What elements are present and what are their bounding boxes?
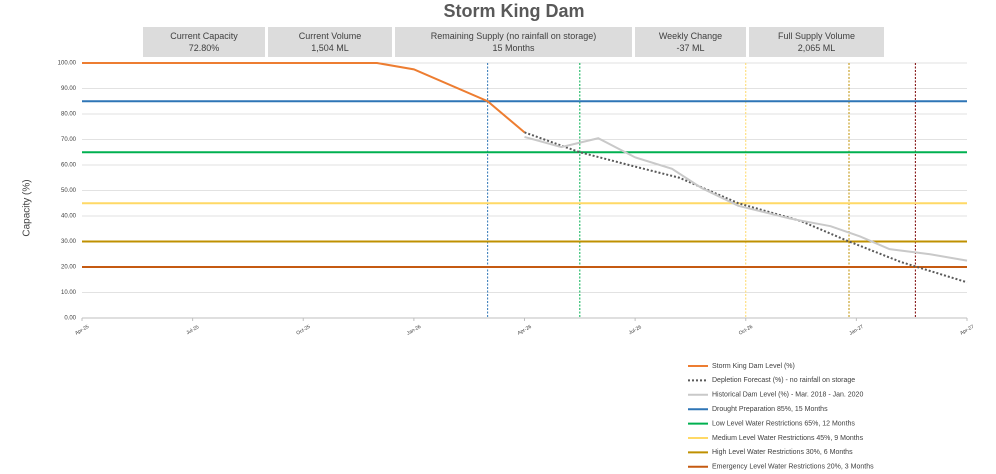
card-label: Remaining Supply (no rainfall on storage… <box>430 31 597 41</box>
y-tick-label: 50.00 <box>61 188 77 194</box>
x-tick-label: Apr-27 <box>959 324 975 337</box>
card-label: Weekly Change <box>658 31 723 41</box>
x-tick-label: Apr-25 <box>74 324 90 337</box>
summary-card: Weekly Change -37 ML <box>635 27 746 57</box>
y-tick-label: 100.00 <box>58 61 77 67</box>
card-value: 1,504 ML <box>311 43 349 53</box>
legend-label: Emergency Level Water Restrictions 20%, … <box>712 464 874 471</box>
chart-title: Storm King Dam <box>443 1 584 21</box>
y-tick-label: 20.00 <box>61 265 77 271</box>
legend-label: Historical Dam Level (%) - Mar. 2018 - J… <box>712 392 863 399</box>
summary-card: Full Supply Volume 2,065 ML <box>749 27 884 57</box>
y-tick-label: 40.00 <box>61 214 77 220</box>
legend-label: Low Level Water Restrictions 65%, 12 Mon… <box>712 420 855 427</box>
card-value: 15 Months <box>492 43 535 53</box>
series-line <box>524 131 968 284</box>
y-tick-label: 80.00 <box>61 112 77 118</box>
summary-card: Remaining Supply (no rainfall on storage… <box>395 27 632 57</box>
y-tick-label: 60.00 <box>61 163 77 169</box>
x-tick-label: Jul-26 <box>628 324 643 336</box>
card-label: Full Supply Volume <box>777 31 856 41</box>
x-tick-label: Oct-25 <box>295 324 311 337</box>
series-line <box>524 135 968 262</box>
legend-label: High Level Water Restrictions 30%, 6 Mon… <box>712 449 853 456</box>
y-axis-label: Capacity (%) <box>22 179 33 236</box>
y-tick-label: 0.00 <box>64 316 76 322</box>
y-tick-label: 10.00 <box>61 290 77 296</box>
x-tick-label: Jan-26 <box>406 324 422 337</box>
card-value: 72.80% <box>188 43 220 53</box>
y-tick-label: 30.00 <box>61 239 77 245</box>
x-tick-label: Jul-25 <box>185 324 200 336</box>
card-label: Current Capacity <box>170 31 238 41</box>
x-tick-label: Apr-26 <box>517 324 533 337</box>
card-value: 2,065 ML <box>797 43 836 53</box>
legend-label: Depletion Forecast (%) - no rainfall on … <box>712 377 855 384</box>
x-tick-label: Oct-26 <box>738 324 754 337</box>
x-tick-label: Jan-27 <box>848 324 864 337</box>
summary-card: Current Volume 1,504 ML <box>268 27 392 57</box>
legend-label: Drought Preparation 85%, 15 Months <box>712 406 828 413</box>
summary-card: Current Capacity 72.80% <box>143 27 265 57</box>
legend-label: Storm King Dam Level (%) <box>712 363 795 370</box>
legend-label: Medium Level Water Restrictions 45%, 9 M… <box>712 435 864 442</box>
card-label: Current Volume <box>298 31 362 41</box>
series-line <box>82 62 526 134</box>
card-value: -37 ML <box>676 43 705 53</box>
y-tick-label: 90.00 <box>61 86 77 92</box>
y-tick-label: 70.00 <box>61 137 77 143</box>
